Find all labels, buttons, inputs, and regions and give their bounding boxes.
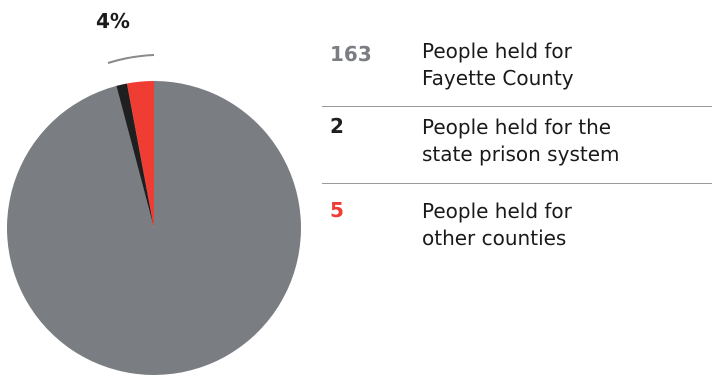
legend-value: 2 xyxy=(330,114,344,138)
pie-slice xyxy=(7,81,302,375)
pie-chart: 4% xyxy=(0,0,310,377)
legend-item-other-counties: 5 People held for other counties xyxy=(322,184,712,261)
legend-item-fayette-county: 163 People held for Fayette County xyxy=(322,30,712,107)
annotation-callout-line xyxy=(107,54,155,64)
legend: 163 People held for Fayette County 2 Peo… xyxy=(322,30,712,261)
legend-label: People held for the state prison system xyxy=(422,115,620,166)
legend-label: People held for other counties xyxy=(422,199,572,250)
legend-value: 5 xyxy=(330,198,344,222)
legend-item-state-prison: 2 People held for the state prison syste… xyxy=(322,107,712,184)
legend-value: 163 xyxy=(330,42,372,66)
annotation-percent-label: 4% xyxy=(96,9,130,33)
pie-slice xyxy=(126,81,154,228)
pie-slices xyxy=(7,81,302,375)
legend-label: People held for Fayette County xyxy=(422,39,574,90)
pie-chart-svg: 4% xyxy=(7,9,302,375)
pie-slice xyxy=(116,83,154,228)
